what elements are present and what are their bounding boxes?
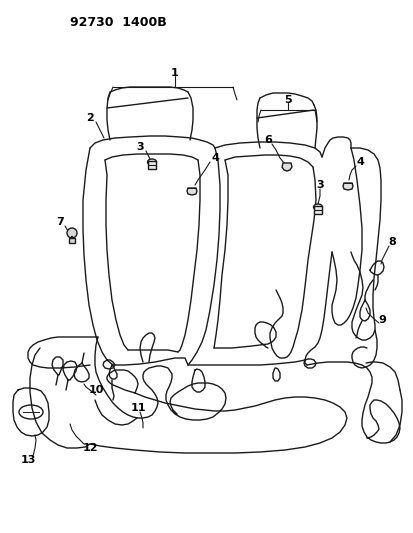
Text: 3: 3 <box>136 142 143 152</box>
Text: 9: 9 <box>377 315 385 325</box>
Text: 5: 5 <box>283 95 291 105</box>
Bar <box>313 206 321 214</box>
Polygon shape <box>342 183 352 190</box>
Text: 2: 2 <box>86 113 94 123</box>
Text: 11: 11 <box>130 403 145 413</box>
Bar <box>69 238 75 243</box>
Text: 92730  1400B: 92730 1400B <box>70 16 166 29</box>
Polygon shape <box>187 188 197 195</box>
Ellipse shape <box>147 159 156 165</box>
Text: 12: 12 <box>82 443 97 453</box>
Text: 1: 1 <box>171 68 178 78</box>
Bar <box>147 161 156 169</box>
Text: 13: 13 <box>20 455 36 465</box>
Ellipse shape <box>313 204 322 210</box>
Text: 7: 7 <box>56 217 64 227</box>
Text: 8: 8 <box>387 237 395 247</box>
Text: 4: 4 <box>355 157 363 167</box>
Text: 4: 4 <box>211 153 218 163</box>
Text: 10: 10 <box>88 385 103 395</box>
Circle shape <box>67 228 77 238</box>
Text: 3: 3 <box>316 180 323 190</box>
Text: 6: 6 <box>263 135 271 145</box>
Polygon shape <box>281 163 291 171</box>
